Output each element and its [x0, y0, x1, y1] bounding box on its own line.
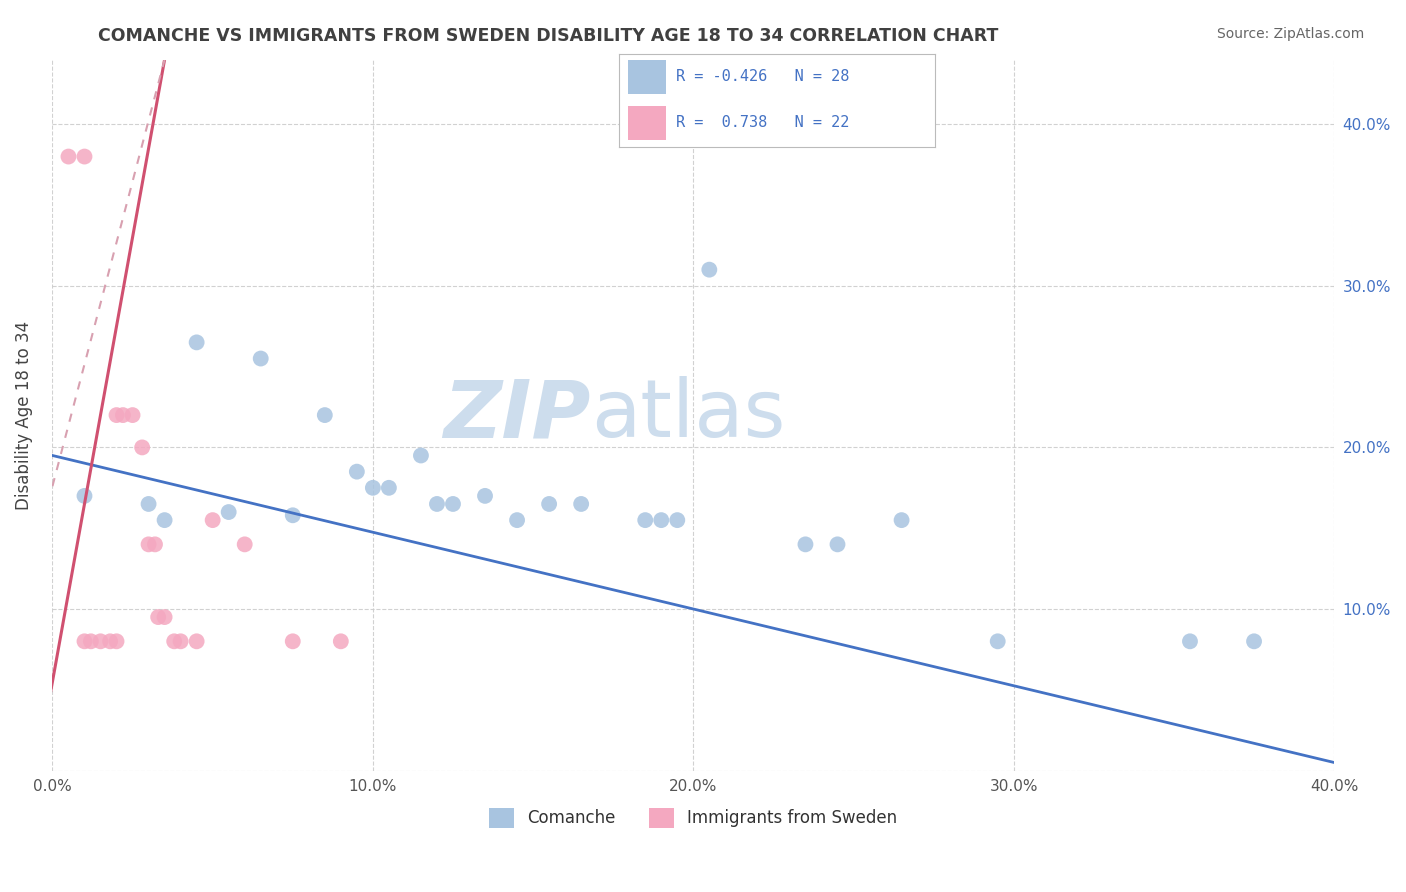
Point [153, 513, 176, 527]
Point [1243, 634, 1265, 648]
Point [153, 610, 176, 624]
Point [281, 508, 304, 523]
Point [169, 634, 191, 648]
Point [361, 481, 384, 495]
Point [987, 634, 1010, 648]
Point [138, 537, 160, 551]
Point [378, 481, 401, 495]
Point [218, 505, 240, 519]
Text: Source: ZipAtlas.com: Source: ZipAtlas.com [1216, 27, 1364, 41]
Point [249, 351, 271, 366]
Text: R = -0.426   N = 28: R = -0.426 N = 28 [675, 69, 849, 84]
Point [827, 537, 849, 551]
Point [148, 610, 170, 624]
Point [650, 513, 672, 527]
Text: COMANCHE VS IMMIGRANTS FROM SWEDEN DISABILITY AGE 18 TO 34 CORRELATION CHART: COMANCHE VS IMMIGRANTS FROM SWEDEN DISAB… [98, 27, 998, 45]
Point [163, 634, 186, 648]
Point [441, 497, 464, 511]
Point [314, 408, 336, 422]
Point [281, 634, 304, 648]
Point [794, 537, 817, 551]
Point [409, 449, 432, 463]
Text: R =  0.738   N = 22: R = 0.738 N = 22 [675, 115, 849, 130]
Point [329, 634, 352, 648]
Point [111, 408, 134, 422]
Point [73, 489, 96, 503]
Point [538, 497, 561, 511]
Point [506, 513, 529, 527]
Bar [628, 60, 666, 94]
Point [890, 513, 912, 527]
Point [105, 408, 128, 422]
Point [98, 634, 121, 648]
Point [121, 408, 143, 422]
Point [666, 513, 689, 527]
Text: ZIP: ZIP [443, 376, 591, 454]
Point [474, 489, 496, 503]
Point [569, 497, 592, 511]
Point [143, 537, 166, 551]
Y-axis label: Disability Age 18 to 34: Disability Age 18 to 34 [15, 320, 32, 509]
Point [426, 497, 449, 511]
Point [58, 150, 80, 164]
Point [131, 441, 153, 455]
Point [201, 513, 224, 527]
Point [346, 465, 368, 479]
Point [105, 634, 128, 648]
Point [233, 537, 256, 551]
Legend: Comanche, Immigrants from Sweden: Comanche, Immigrants from Sweden [482, 801, 904, 835]
Point [186, 335, 208, 350]
Point [634, 513, 657, 527]
Point [89, 634, 111, 648]
Point [699, 262, 721, 277]
Point [1178, 634, 1201, 648]
Text: atlas: atlas [591, 376, 785, 454]
Point [73, 150, 96, 164]
Point [73, 634, 96, 648]
Point [80, 634, 103, 648]
Point [138, 497, 160, 511]
Point [186, 634, 208, 648]
Bar [628, 106, 666, 140]
